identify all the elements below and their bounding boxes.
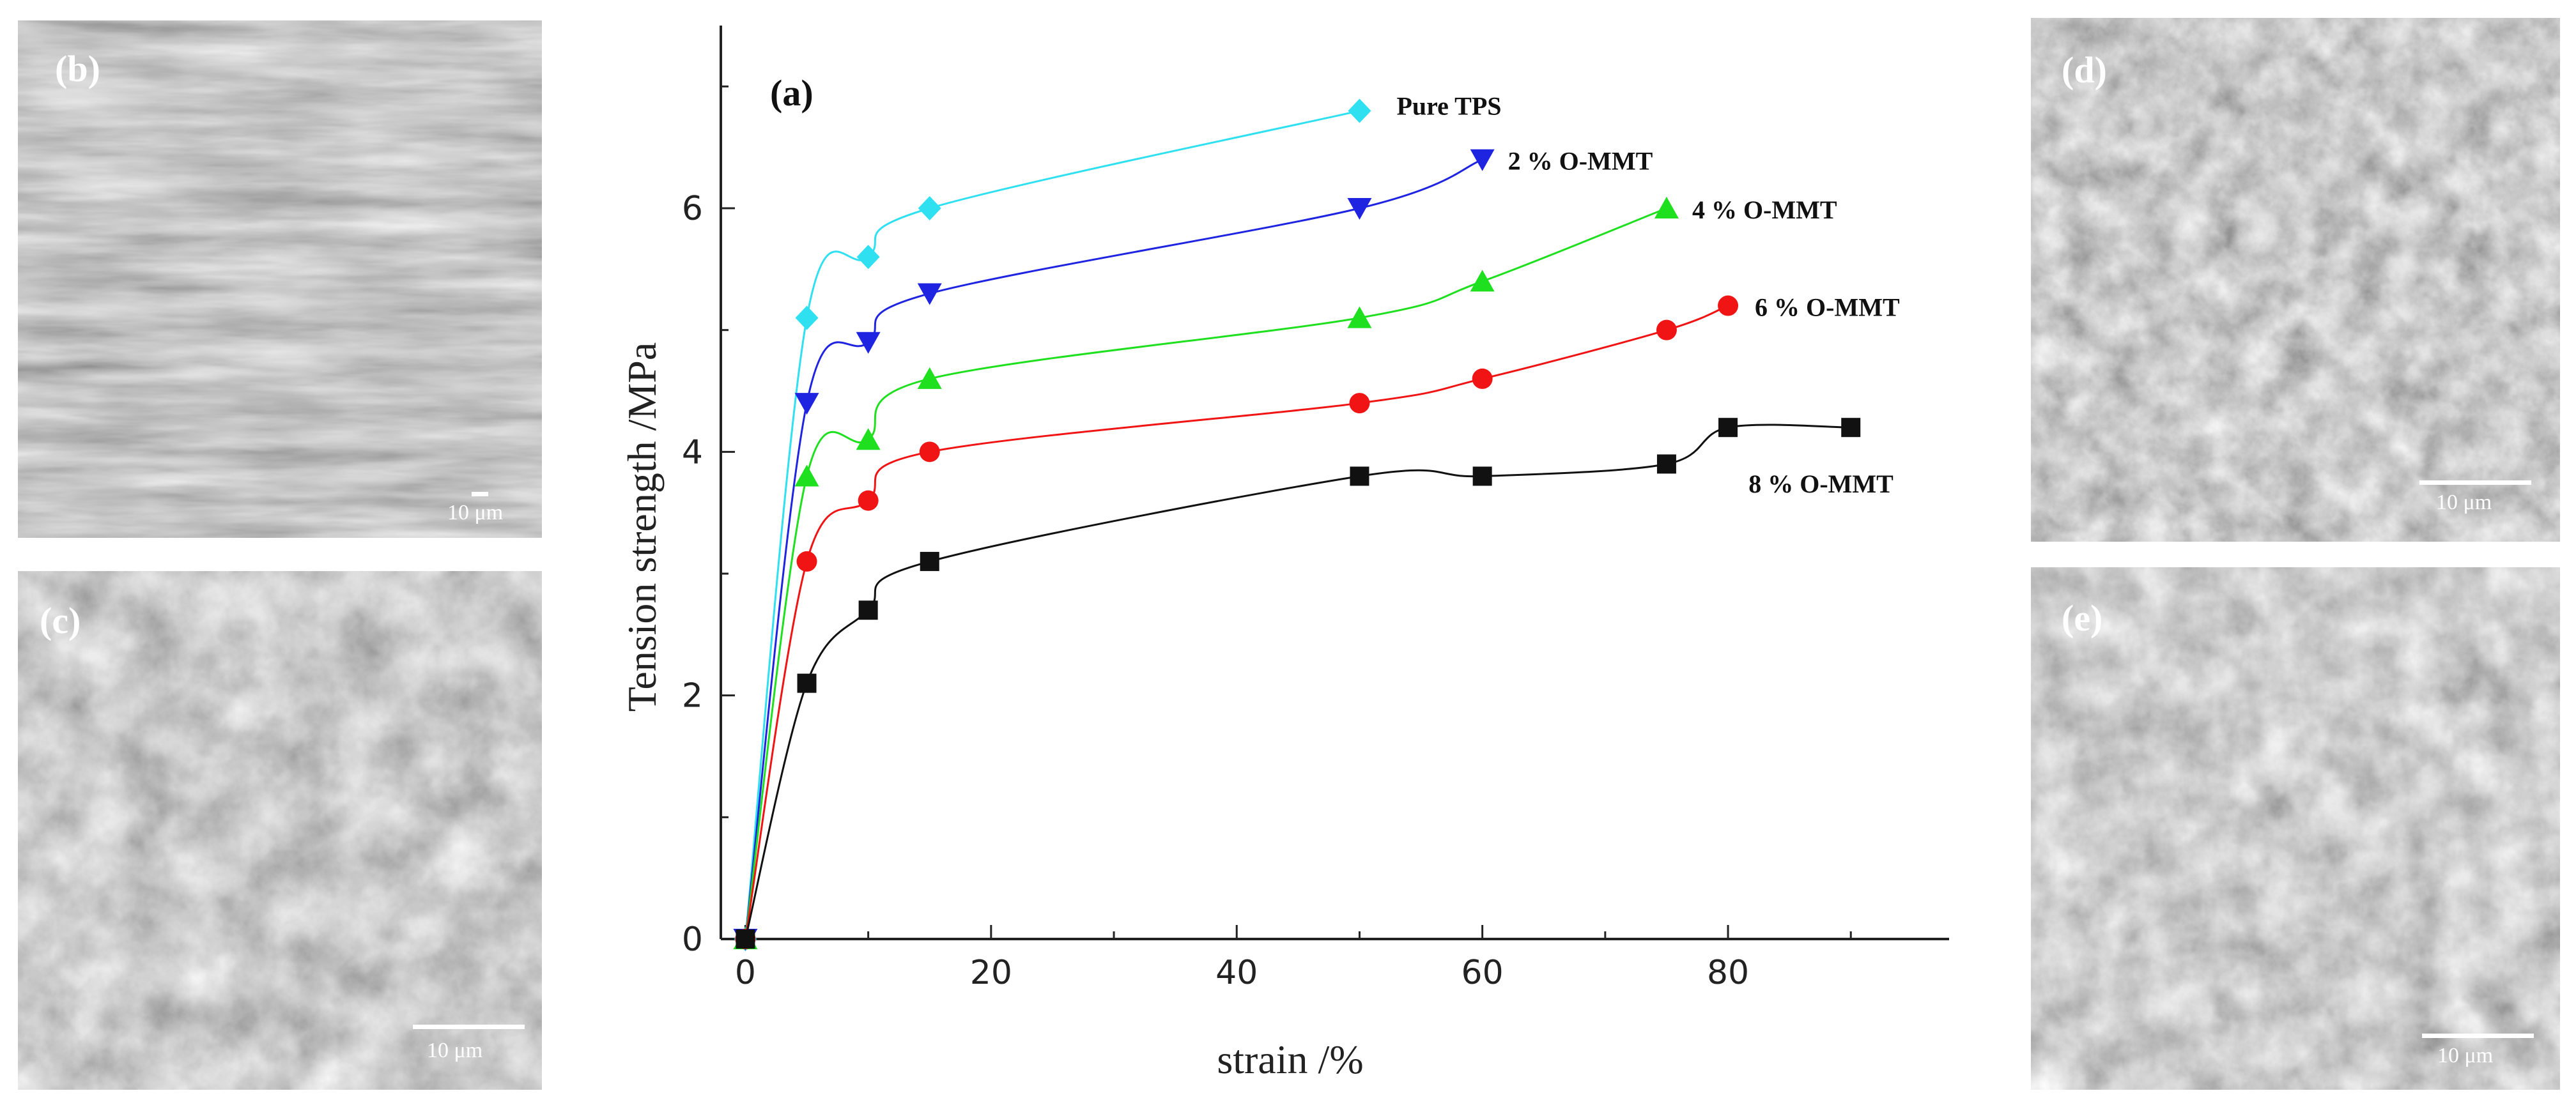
panel-label-e: (e) [2062, 597, 2103, 639]
data-point-pure-tps [856, 245, 880, 270]
y-tick-label: 4 [682, 433, 703, 471]
scale-bar-line-c [413, 1025, 525, 1029]
data-point-pure-tps [1348, 98, 1371, 123]
sem-texture-c [18, 571, 542, 1090]
scale-bar-text-e: 10 μm [2437, 1044, 2494, 1067]
data-point-6-o-mmt [1656, 319, 1677, 340]
scale-bar-text-c: 10 μm [427, 1039, 483, 1062]
series-line-2-o-mmt [744, 158, 1483, 940]
y-tick-label: 2 [682, 677, 703, 715]
data-point-4-o-mmt [1654, 197, 1679, 218]
data-point-8-o-mmt [920, 551, 939, 571]
data-point-8-o-mmt [1350, 466, 1369, 486]
panel-label-a: (a) [770, 72, 814, 114]
panel-label-c: (c) [40, 600, 81, 641]
sem-panel-e: (e) 10 μm [2031, 567, 2560, 1090]
x-tick-label: 20 [970, 954, 1012, 992]
data-point-8-o-mmt [797, 673, 817, 693]
series-label-8-o-mmt: 8 % O-MMT [1748, 470, 1893, 498]
data-point-6-o-mmt [1472, 368, 1493, 389]
scale-bar-text-d: 10 μm [2436, 491, 2492, 514]
scale-bar-line-d [2419, 480, 2531, 485]
sem-panel-c: (c) 10 μm [18, 571, 542, 1090]
x-tick-label: 60 [1462, 954, 1504, 992]
data-point-8-o-mmt [1841, 418, 1861, 438]
data-point-4-o-mmt [917, 367, 942, 389]
sem-texture-d [2031, 18, 2560, 542]
series-line-6-o-mmt [744, 305, 1729, 940]
data-point-2-o-mmt [1347, 198, 1372, 220]
data-point-6-o-mmt [1718, 295, 1739, 316]
y-tick-label: 0 [682, 920, 703, 959]
data-point-8-o-mmt [736, 929, 755, 949]
data-point-8-o-mmt [858, 600, 878, 620]
scale-bar-line-e [2422, 1034, 2534, 1038]
sem-panel-b: (b) 10 μm [18, 20, 542, 538]
series-label-4-o-mmt: 4 % O-MMT [1692, 195, 1837, 224]
data-point-4-o-mmt [794, 464, 819, 487]
series-label-6-o-mmt: 6 % O-MMT [1755, 293, 1900, 322]
data-point-8-o-mmt [1718, 418, 1738, 438]
data-point-pure-tps [918, 196, 941, 220]
tension-strength-chart: 0 20 40 60 80 0 2 4 6 strain /% Tension strength /… [601, 0, 1962, 1100]
data-point-8-o-mmt [1472, 466, 1492, 486]
sem-texture-e [2031, 567, 2560, 1090]
data-point-2-o-mmt [794, 393, 819, 415]
x-tick-label: 80 [1707, 954, 1749, 992]
series-line-8-o-mmt [744, 424, 1851, 940]
data-point-6-o-mmt [796, 551, 817, 572]
data-point-4-o-mmt [856, 428, 881, 450]
y-axis-title: Tension strength /MPa [619, 342, 665, 712]
data-point-4-o-mmt [1347, 306, 1372, 328]
sem-panel-d: (d) 10 μm [2031, 18, 2560, 542]
x-tick-label: 40 [1215, 954, 1258, 992]
scale-bar-line-b [472, 492, 488, 496]
data-point-2-o-mmt [1470, 149, 1495, 171]
series-label-2-o-mmt: 2 % O-MMT [1508, 147, 1653, 176]
y-tick-label: 6 [682, 190, 703, 228]
series-line-4-o-mmt [744, 207, 1667, 940]
data-point-pure-tps [795, 305, 819, 330]
panel-label-b: (b) [55, 48, 100, 89]
chart-svg: 0 20 40 60 80 0 2 4 6 strain /% Tension strength /… [619, 26, 1949, 1082]
data-point-8-o-mmt [1656, 454, 1676, 474]
data-point-2-o-mmt [856, 332, 881, 354]
data-point-6-o-mmt [919, 441, 940, 462]
data-point-6-o-mmt [858, 490, 879, 511]
panel-label-d: (d) [2062, 49, 2107, 91]
data-point-2-o-mmt [917, 283, 942, 305]
sem-texture-b [18, 20, 542, 538]
data-point-6-o-mmt [1349, 393, 1370, 414]
scale-bar-text-b: 10 μm [447, 501, 504, 524]
x-tick-label: 0 [735, 954, 756, 992]
series-line-pure-tps [744, 110, 1360, 940]
series-label-pure-tps: Pure TPS [1396, 91, 1501, 120]
data-point-4-o-mmt [1470, 270, 1495, 292]
x-axis-title: strain /% [1217, 1037, 1363, 1082]
